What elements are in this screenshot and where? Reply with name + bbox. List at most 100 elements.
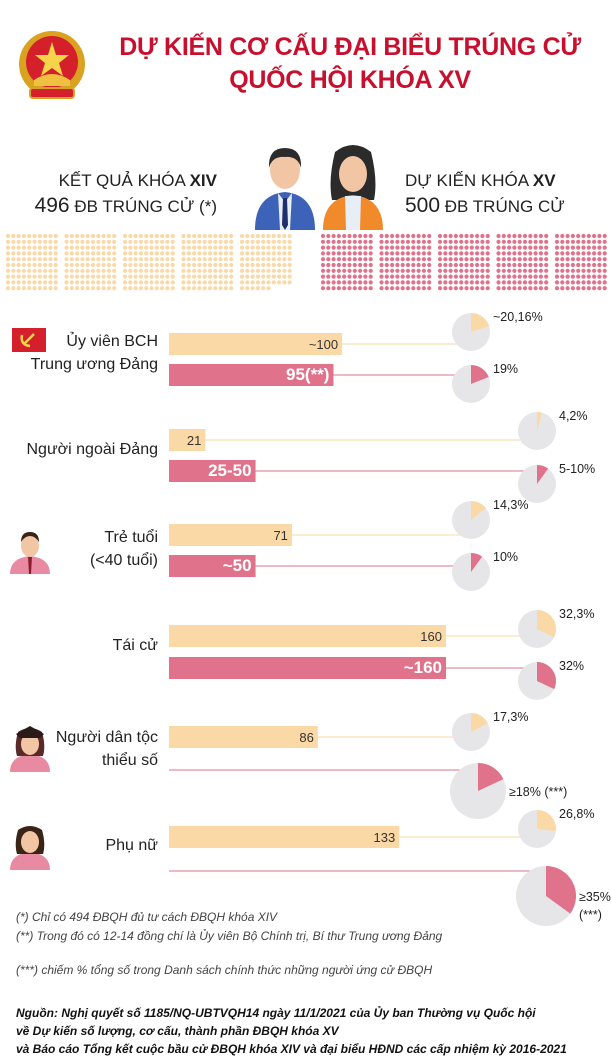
xv-dot — [347, 233, 352, 239]
xv-dot — [554, 268, 560, 273]
xiv-dot — [170, 274, 175, 279]
xv-dot — [554, 251, 560, 256]
xv-dot — [512, 286, 517, 291]
xv-dot — [464, 262, 469, 268]
source-line-2: về Dự kiến số lượng, cơ cấu, thành phần … — [16, 1024, 339, 1038]
xiv-dot — [21, 274, 26, 279]
xiv-bar — [169, 333, 343, 355]
xiv-dot — [154, 245, 159, 250]
xiv-dot — [64, 233, 69, 239]
woman-icon — [323, 145, 383, 230]
xiv-dot — [32, 274, 37, 279]
xv-dot — [352, 286, 357, 291]
xv-dot — [602, 280, 607, 285]
xiv-dot — [245, 239, 250, 244]
xv-dot — [400, 257, 405, 262]
xiv-dot — [181, 233, 186, 239]
xv-dot — [469, 274, 474, 279]
xiv-dot — [165, 233, 170, 239]
xiv-dot — [144, 274, 149, 279]
xiv-dot — [85, 262, 90, 268]
xv-dot — [501, 268, 506, 273]
xiv-dot — [154, 268, 159, 273]
xiv-dot — [101, 274, 106, 279]
xv-dot — [453, 251, 458, 256]
xiv-dot — [223, 274, 228, 279]
xiv-dot — [85, 268, 90, 273]
xiv-dot — [5, 262, 11, 268]
xiv-dot — [144, 239, 149, 244]
xv-dot — [464, 245, 469, 250]
xv-dot — [437, 262, 443, 268]
xv-dot — [342, 257, 347, 262]
xiv-dot — [154, 274, 159, 279]
xv-dot — [352, 262, 357, 268]
xiv-dot — [261, 257, 266, 262]
xv-dot — [363, 233, 368, 239]
xv-dot — [469, 262, 474, 268]
xiv-dot — [287, 257, 292, 262]
xiv-dot — [53, 286, 58, 291]
xv-dot — [528, 239, 533, 244]
xv-dot — [416, 251, 421, 256]
xiv-dot — [43, 262, 48, 268]
xv-dot — [602, 245, 607, 250]
title-line-1: DỰ KIẾN CƠ CẤU ĐẠI BIỂU TRÚNG CỬ — [119, 33, 581, 61]
xiv-dot — [133, 233, 138, 239]
xv-dot — [421, 239, 426, 244]
xv-dot — [570, 257, 576, 262]
xiv-dot — [37, 268, 42, 273]
xiv-dot — [218, 280, 223, 285]
xv-bar — [169, 657, 446, 679]
xv-dot — [405, 286, 411, 291]
xv-dot — [512, 268, 517, 273]
xv-dot — [443, 239, 448, 244]
xv-dot — [427, 251, 432, 256]
xv-dot — [469, 268, 474, 273]
xv-dot — [448, 239, 453, 244]
xv-count: 500 ĐB TRÚNG CỬ — [405, 194, 565, 217]
xv-dot — [326, 286, 331, 291]
xv-dot — [592, 257, 597, 262]
xv-dot — [544, 233, 549, 239]
xiv-dot — [149, 262, 154, 268]
footnote-3: (***) chiếm % tổng số trong Danh sách ch… — [16, 963, 433, 977]
xv-pie-slice — [478, 763, 504, 791]
young-man-icon — [10, 532, 50, 574]
xv-dot — [358, 233, 363, 239]
xiv-dot — [239, 274, 245, 279]
xiv-dot — [165, 280, 170, 285]
xv-dot — [405, 245, 411, 250]
row-label: Người ngoài Đảng — [26, 441, 159, 458]
xv-dot — [507, 268, 512, 273]
xiv-dot — [27, 268, 32, 273]
xv-dot — [459, 274, 464, 279]
xv-dot — [485, 268, 490, 273]
xv-dot — [485, 286, 490, 291]
xv-dot — [464, 233, 469, 239]
xv-dot — [602, 262, 607, 268]
xv-dot — [501, 286, 506, 291]
xv-dot — [570, 245, 576, 250]
xiv-dot — [287, 239, 292, 244]
xv-dot — [459, 239, 464, 244]
xv-dot — [554, 274, 560, 279]
xiv-dot — [37, 262, 42, 268]
xv-dot — [390, 262, 395, 268]
xiv-dot — [186, 239, 191, 244]
xv-dot — [437, 251, 443, 256]
xv-dot — [427, 245, 432, 250]
xv-dot — [331, 268, 336, 273]
xv-dot — [379, 274, 384, 279]
xiv-dot — [197, 274, 202, 279]
xiv-bar-label: 133 — [373, 830, 396, 845]
xiv-dot — [255, 251, 260, 256]
xiv-dot — [21, 251, 26, 256]
xv-dot — [538, 274, 544, 279]
xv-pie-slice — [537, 662, 556, 690]
xv-dot — [469, 280, 474, 285]
xv-dot — [597, 286, 602, 291]
xv-dot — [533, 257, 538, 262]
xv-dot — [554, 245, 560, 250]
xiv-dot — [160, 251, 165, 256]
